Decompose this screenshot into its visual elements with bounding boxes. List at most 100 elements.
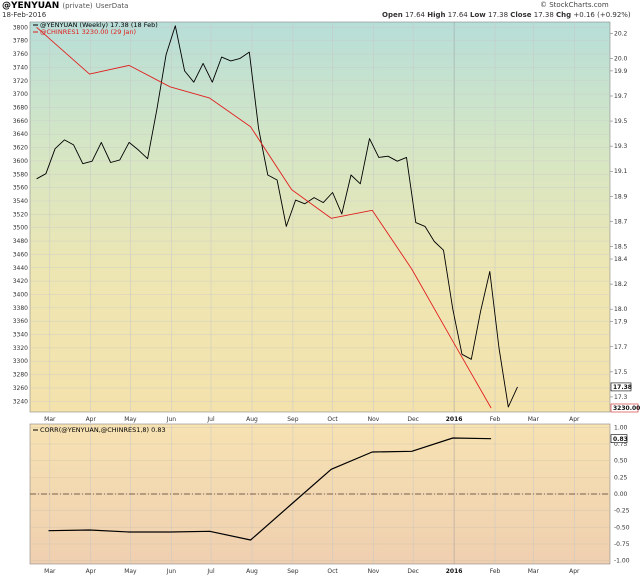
- left-y-tick: 3640: [13, 131, 28, 138]
- high-value: 17.64: [447, 11, 468, 19]
- corr-x-tick: Feb: [490, 568, 501, 575]
- corr-y-tick: 0.75: [614, 441, 628, 448]
- left-y-tick: 3600: [13, 158, 28, 165]
- left-y-tick: 3520: [13, 211, 28, 218]
- legend-entry: @YENYUAN (Weekly) 17.38 (18 Feb): [40, 21, 158, 29]
- corr-grid: [30, 424, 610, 564]
- chinres-line: [36, 26, 492, 409]
- corr-x-tick: Mar: [44, 568, 56, 575]
- corr-marker-box: [610, 434, 628, 443]
- left-y-tick: 3760: [13, 51, 28, 58]
- left-y-tick: 3400: [13, 291, 28, 298]
- main-x-tick: Apr: [86, 416, 97, 423]
- ohlc-row: Open 17.64 High 17.64 Low 17.38 Close 17…: [382, 11, 631, 19]
- corr-x-tick: Mar: [528, 568, 540, 575]
- right-y-tick: 18.5: [614, 243, 628, 250]
- left-y-tick: 3380: [13, 305, 28, 312]
- corr-x-tick: Dec: [407, 568, 419, 575]
- low-value: 17.38: [487, 11, 509, 19]
- left-y-tick: 3320: [13, 345, 28, 352]
- left-y-tick: 3740: [13, 64, 28, 71]
- right-y-tick: 18.9: [614, 193, 628, 200]
- right-y-tick: 19.3: [614, 143, 628, 150]
- main-x-tick: Sep: [287, 416, 299, 423]
- main-x-tick: Feb: [490, 416, 501, 423]
- main-x-tick: May: [124, 416, 137, 423]
- right-y-tick: 17.7: [614, 344, 628, 351]
- corr-y-tick: 0.25: [614, 474, 628, 481]
- corr-y-tick: -0.25: [614, 508, 630, 515]
- left-y-tick: 3540: [13, 198, 28, 205]
- left-y-tick: 3700: [13, 91, 28, 98]
- corr-x-tick: Jun: [166, 568, 177, 575]
- close-value: 17.38: [533, 11, 554, 19]
- right-y-tick: 17.3: [614, 394, 628, 401]
- corr-x-tick: 2016: [446, 568, 463, 575]
- main-x-tick: Dec: [407, 416, 419, 423]
- corr-x-tick: May: [124, 568, 137, 575]
- left-y-tick: 3560: [13, 185, 28, 192]
- source-tag: UserData: [95, 2, 129, 10]
- right-y-tick: 18.0: [614, 306, 628, 313]
- right-y-tick: 17.5: [614, 369, 628, 376]
- right-y-tick: 20.0: [614, 55, 628, 62]
- right-y-tick: 20.2: [614, 30, 628, 37]
- right-y-tick: 19.7: [614, 93, 628, 100]
- chinres-marker-box: [610, 403, 639, 413]
- main-x-tick: 2016: [446, 416, 463, 423]
- left-y-tick: 3240: [13, 398, 28, 405]
- main-x-tick: Mar: [528, 416, 540, 423]
- left-y-tick: 3340: [13, 332, 28, 339]
- left-y-tick: 3680: [13, 104, 28, 111]
- main-x-tick: Oct: [327, 416, 338, 423]
- corr-legend-entry: CORR(@YENYUAN,@CHINRES1,8) 0.83: [40, 426, 166, 434]
- low-label: Low: [470, 11, 486, 19]
- left-y-tick: 3440: [13, 265, 28, 272]
- legend-entry: @CHINRES1 3230.00 (29 Jan): [40, 28, 136, 36]
- corr-x-tick: Apr: [569, 568, 580, 575]
- right-y-tick: 18.7: [614, 218, 628, 225]
- left-y-tick: 3460: [13, 251, 28, 258]
- corr-marker-label: 0.83: [613, 436, 628, 443]
- close-marker-box: [610, 382, 632, 392]
- watermark: © StockCharts.com: [540, 1, 609, 9]
- left-y-tick: 3780: [13, 38, 28, 45]
- symbol-title: @YENYUAN (private) UserData: [2, 1, 128, 11]
- close-label: Close: [510, 11, 532, 19]
- corr-axes: Mar Apr May Jun Jul Aug Sep Oct Nov Dec 2016 Feb Mar…: [44, 424, 630, 575]
- right-y-tick: 17.9: [614, 319, 628, 326]
- left-y-tick: 3420: [13, 278, 28, 285]
- corr-x-tick: Oct: [327, 568, 338, 575]
- corr-y-tick: 0.50: [614, 458, 628, 465]
- main-x-tick: Jul: [206, 416, 215, 423]
- corr-x-tick: Apr: [86, 568, 97, 575]
- chinres-marker-label: 3230.00: [613, 405, 640, 412]
- corr-series: [48, 437, 492, 541]
- left-y-tick: 3300: [13, 358, 28, 365]
- left-y-tick: 3660: [13, 118, 28, 125]
- main-series: [36, 25, 518, 409]
- left-y-tick: 3260: [13, 385, 28, 392]
- corr-x-tick: Nov: [368, 568, 380, 575]
- left-y-tick: 3620: [13, 145, 28, 152]
- left-y-tick: 3580: [13, 171, 28, 178]
- corr-y-tick: 1.00: [614, 424, 628, 431]
- right-y-tick: 18.4: [614, 256, 628, 263]
- open-label: Open: [382, 11, 403, 19]
- left-y-tick: 3280: [13, 372, 28, 379]
- right-y-tick: 19.1: [614, 168, 628, 175]
- left-y-tick: 3480: [13, 238, 28, 245]
- main-legend: @YENYUAN (Weekly) 17.38 (18 Feb)@CHINRES…: [33, 21, 158, 36]
- left-y-tick: 3800: [13, 24, 28, 31]
- main-axes: Mar Apr May Jun Jul Aug Sep Oct Nov Dec 2016 Feb Mar…: [13, 24, 640, 423]
- private-tag: (private): [62, 2, 93, 10]
- corr-x-tick: Jul: [206, 568, 215, 575]
- right-y-tick: 18.2: [614, 281, 628, 288]
- corr-x-tick: Aug: [246, 568, 258, 575]
- high-label: High: [427, 11, 446, 19]
- date-label: 18-Feb-2016: [2, 11, 47, 19]
- corr-y-tick: -0.75: [614, 541, 630, 548]
- main-x-tick: Apr: [569, 416, 580, 423]
- corr-y-tick: -1.00: [614, 558, 630, 565]
- chg-label: Chg: [556, 11, 572, 19]
